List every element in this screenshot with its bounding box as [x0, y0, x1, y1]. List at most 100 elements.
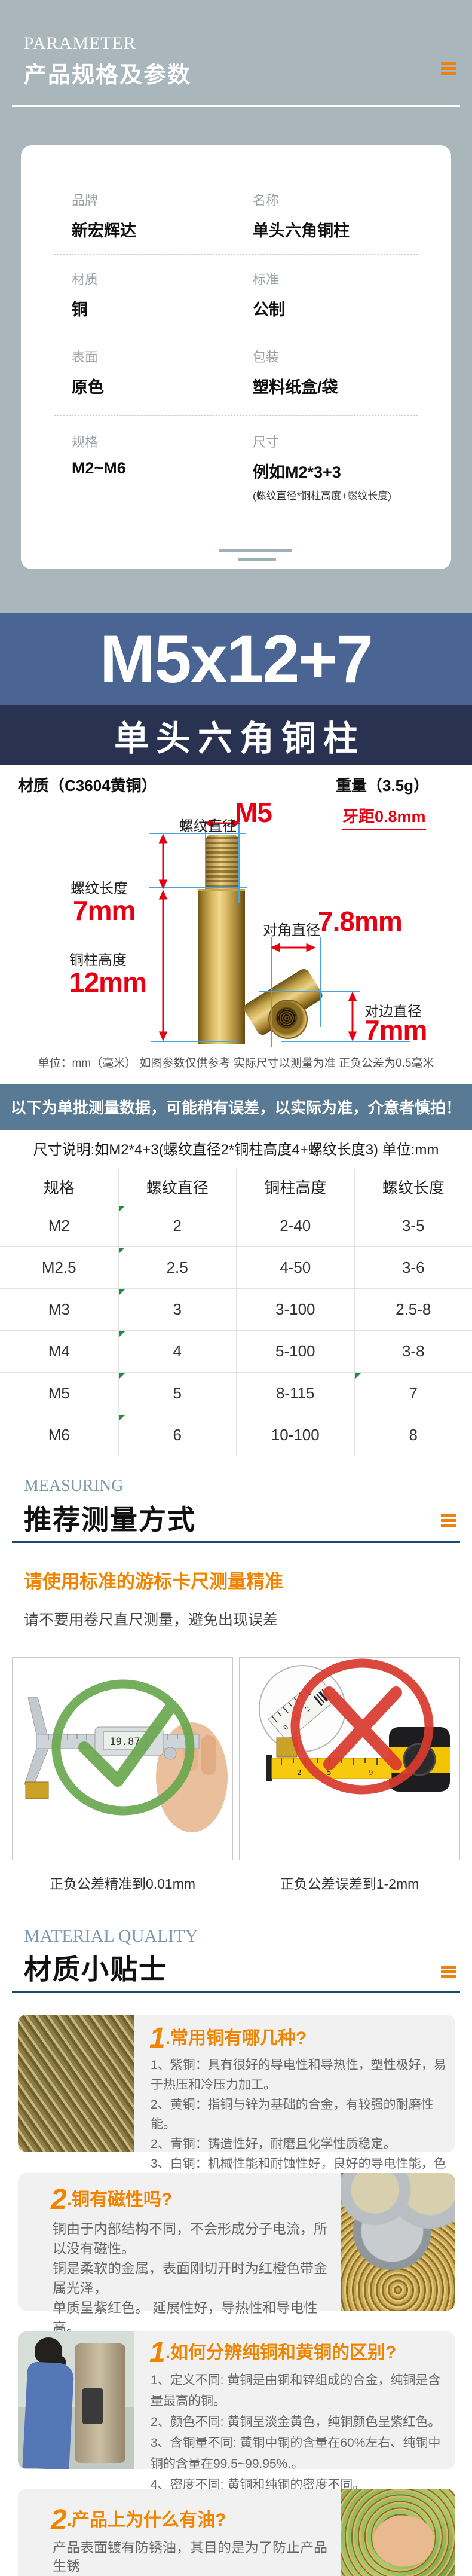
tip-line: 单质呈紫红色。 延展性好，导热性和导电性高。: [53, 2300, 318, 2335]
tip-heading: 2.产品上为什么有油?: [51, 2504, 226, 2537]
tip-body: 铜由于内部结构不同，不会形成分子电流，所以没有磁性。 铜是柔软的金属，表面刚切开…: [53, 2219, 333, 2337]
thread-length-value: 7mm: [73, 895, 136, 926]
header-eyebrow: PARAMETER: [24, 33, 136, 53]
table-cell: 3-6: [354, 1247, 472, 1289]
measuring-sub: 请不要用卷尺直尺测量，避免出现误差: [24, 1612, 278, 1628]
tip-line: 1、定义不同: 黄铜是由铜和锌组成的合金，纯铜是含量最高的铜。: [151, 2373, 441, 2408]
dashed-divider: [54, 415, 418, 416]
page-title: 产品规格及参数: [24, 63, 192, 88]
tips-title: 材质小贴士: [24, 1954, 167, 1985]
tip-title-text: .如何分辨纯铜和黄铜的区别?: [165, 2343, 397, 2363]
measurement-notice-band: 以下为单批测量数据，可能稍有误差，以实际为准，介意者慎拍！: [0, 1084, 472, 1130]
spec-label: 标准: [253, 272, 280, 287]
tip-line: 2、黄铜：指铜与锌为基础的合金，有较强的耐磨性能。: [151, 2098, 434, 2131]
tip-number: 1: [149, 2022, 165, 2054]
table-cell: 2.5-8: [354, 1289, 472, 1331]
table-header: 铜柱高度: [236, 1169, 354, 1205]
spec-card: 品牌新宏辉达 名称单头六角铜柱 材质铜 标准公制 表面原色 包装塑料纸盒/袋 规…: [21, 145, 451, 569]
model-number: M5x12+7: [99, 622, 373, 696]
body-height-label: 铜柱高度: [69, 952, 127, 968]
spec-value: 新宏辉达: [72, 222, 136, 240]
table-cell: 8: [354, 1414, 472, 1456]
spec-value: 公制: [253, 301, 285, 319]
tip-line: 2、颜色不同: 黄铜呈淡金黄色，纯铜颜色呈紫红色。: [151, 2415, 441, 2429]
worker-coat: [22, 2361, 75, 2469]
flat-diameter-value: 7mm: [364, 1014, 427, 1046]
section-divider: [12, 1991, 460, 1993]
dimension-lines: [149, 818, 410, 1047]
table-cell: 2-40: [236, 1205, 354, 1247]
tip-body: 1、定义不同: 黄铜是由铜和锌组成的合金，纯铜是含量最高的铜。 2、颜色不同: …: [151, 2370, 452, 2495]
flat-diameter-label: 对边直径: [364, 1004, 422, 1020]
tip-line: 产品表面镀有防锈油，其目的是为了防止产品生锈: [53, 2540, 327, 2574]
spec-size-note: (螺纹直径*铜柱高度+螺纹长度): [253, 490, 391, 502]
tip-title-text: .铜有磁性吗?: [66, 2190, 173, 2210]
table-header: 螺纹直径: [118, 1169, 236, 1205]
spec-label: 尺寸: [253, 435, 280, 450]
svg-text:9: 9: [369, 1768, 373, 1777]
size-explanation: 尺寸说明:如M2*4+3(螺纹直径2*铜柱高度4+螺纹长度3) 单位:mm: [33, 1142, 439, 1158]
table-cell: 2: [118, 1205, 236, 1247]
spec-label: 名称: [253, 193, 280, 208]
table-cell: 3-100: [236, 1289, 354, 1331]
diagram-weight: 重量（3.5g）: [336, 777, 430, 795]
table-cell: M4: [0, 1331, 118, 1373]
model-banner: M5x12+7: [0, 613, 472, 705]
caliper-correct-image: 19.87: [12, 1657, 233, 1860]
caliper-illustration: 19.87: [24, 1679, 228, 1832]
table-cell: 4-50: [236, 1247, 354, 1289]
table-cell: M6: [0, 1414, 118, 1456]
tip-heading: 1.如何分辨纯铜和黄铜的区别?: [149, 2336, 396, 2369]
table-cell: 5: [118, 1373, 236, 1414]
tape-illustration: 0 1 2 2 5 9: [259, 1658, 450, 1795]
spec-value: 铜: [72, 301, 88, 319]
lab-testing-photo: [18, 2331, 134, 2469]
product-name: 单头六角铜柱: [114, 719, 365, 758]
measuring-eyebrow: MEASURING: [24, 1477, 124, 1495]
spec-value: 塑料纸盒/袋: [253, 378, 338, 396]
thread-diameter-value: M5: [235, 797, 272, 828]
tip-title-text: .常用铜有哪几种?: [165, 2028, 307, 2048]
table-header: 螺纹长度: [354, 1169, 472, 1205]
tip-line: 2、青铜：铸造性好，耐磨且化学性质稳定。: [151, 2137, 396, 2151]
spec-value: 原色: [72, 378, 104, 396]
tip-line: 3、含铜量不同: 黄铜中铜的含量在60%左右、纯铜中铜的含量在99.5~99.9…: [151, 2436, 441, 2471]
table-cell: 7: [354, 1373, 472, 1414]
table-cell: M5: [0, 1373, 118, 1414]
brass-parts-bowls-photo: [341, 2173, 455, 2311]
corner-diameter-value: 7.8mm: [318, 906, 403, 937]
threaded-hole: [278, 1009, 296, 1027]
spec-label: 品牌: [72, 193, 99, 208]
brass-wires-photo: [18, 2015, 134, 2152]
caliper-caption: 正负公差精准到0.01mm: [49, 1876, 196, 1891]
menu-icon: [441, 1514, 456, 1527]
diagram-pitch: 牙距0.8mm: [342, 803, 426, 830]
spec-label: 规格: [72, 435, 99, 450]
table-cell: M2: [0, 1205, 118, 1247]
thread-length-label: 螺纹长度: [71, 881, 128, 897]
tip-title-text: .产品上为什么有油?: [66, 2510, 226, 2530]
notice-text: 以下为单批测量数据，可能稍有误差，以实际为准，介意者慎拍！: [10, 1099, 461, 1117]
corner-diameter-label: 对角直径: [263, 922, 320, 939]
menu-icon: [441, 1966, 456, 1978]
tape-caption: 正负公差误差到1-2mm: [280, 1876, 419, 1891]
spec-label: 材质: [72, 272, 99, 287]
card-handle-bar: [238, 558, 276, 561]
product-name-banner: 单头六角铜柱: [0, 705, 472, 765]
spec-label: 表面: [72, 350, 99, 365]
header-divider: [12, 105, 460, 107]
table-cell: 3-8: [354, 1331, 472, 1373]
threaded-stud-shading: [206, 835, 239, 890]
table-cell: M2.5: [0, 1247, 118, 1289]
spec-value: 单头六角铜柱: [253, 222, 350, 240]
svg-text:2: 2: [297, 1768, 302, 1777]
menu-icon: [441, 62, 456, 75]
dashed-divider: [54, 254, 418, 255]
table-cell: 5-100: [236, 1331, 354, 1373]
table-cell: 6: [118, 1414, 236, 1456]
tips-eyebrow: MATERIAL QUALITY: [24, 1926, 198, 1946]
spec-label: 包装: [253, 350, 280, 365]
table-cell: 3-5: [354, 1205, 472, 1247]
spec-value: M2~M6: [72, 459, 126, 477]
